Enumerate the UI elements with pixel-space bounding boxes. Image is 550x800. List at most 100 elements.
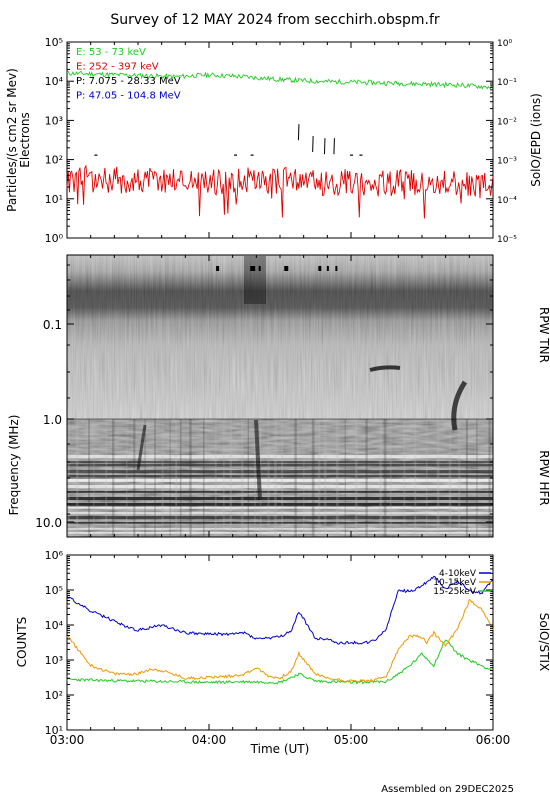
rpw-type3-burst bbox=[136, 424, 147, 471]
stix-tick-label: 10³ bbox=[45, 654, 63, 667]
stix-xlabel: Time (UT) bbox=[250, 742, 310, 756]
rpw-hfr-band bbox=[67, 516, 493, 520]
rpw-hfr-band bbox=[67, 464, 493, 467]
rpw-tnr-texture bbox=[67, 255, 493, 419]
epd-left-tick-label: 10⁵ bbox=[45, 36, 63, 49]
stix-frame bbox=[66, 554, 494, 731]
rpw-hfr-stripe bbox=[344, 419, 346, 537]
stix-x-tick-label: 06:00 bbox=[476, 733, 511, 747]
rpw-hfr-band bbox=[67, 507, 493, 509]
rpw-burst-mark bbox=[335, 266, 338, 271]
epd-left-tick-label: 10² bbox=[45, 154, 63, 167]
epd-left-axis: 10⁰ 10¹ 10² 10³ 10⁴ 10⁵ bbox=[45, 36, 494, 245]
rpw-hfr-stripe bbox=[323, 419, 327, 537]
epd-series-p7-mark bbox=[333, 138, 335, 155]
rpw-hfr-stripe bbox=[133, 419, 136, 537]
rpw-hfr-stripe bbox=[465, 419, 468, 537]
rpw-hfr-band bbox=[67, 512, 493, 515]
rpw-tick-label: 1.0 bbox=[43, 413, 62, 427]
rpw-hfr-stripe bbox=[105, 419, 108, 537]
epd-left-tick-label: 10⁴ bbox=[45, 75, 64, 88]
rpw-hfr-stripe bbox=[476, 419, 478, 537]
rpw-hfr-stripe bbox=[335, 419, 339, 537]
stix-tick-label: 10² bbox=[45, 689, 63, 702]
rpw-hfr-stripe bbox=[311, 419, 315, 537]
epd-right-tick-label: 10⁻⁴ bbox=[497, 196, 517, 206]
rpw-hfr-band bbox=[67, 491, 493, 493]
stix-tick-label: 10⁶ bbox=[45, 549, 64, 562]
epd-left-tick-label: 10³ bbox=[45, 114, 63, 127]
rpw-hfr-stripe bbox=[179, 419, 182, 537]
epd-right-tick-label: 10⁻¹ bbox=[497, 78, 517, 88]
stix-x-tick-label: 03:00 bbox=[50, 733, 85, 747]
stix-x-tick-label: 05:00 bbox=[334, 733, 369, 747]
rpw-hfr-stripe bbox=[426, 419, 428, 537]
rpw-hfr-stripe bbox=[383, 419, 387, 537]
epd-legend-entry: P: 7.075 - 28.33 MeV bbox=[76, 76, 181, 87]
epd-series-p7-mark bbox=[323, 138, 326, 155]
stix-series-15-25kev-line bbox=[66, 639, 494, 685]
rpw-burst-mark bbox=[318, 266, 322, 271]
rpw-hfr-stripe bbox=[175, 419, 178, 537]
rpw-hfr-stripe bbox=[144, 419, 146, 537]
rpw-hfr-stripe bbox=[229, 419, 233, 537]
epd-series-e53-line bbox=[66, 70, 494, 90]
rpw-hfr-stripe bbox=[247, 419, 250, 537]
rpw-hfr-stripe bbox=[254, 419, 256, 537]
rpw-hfr-stripe bbox=[365, 419, 368, 537]
rpw-hfr-stripe bbox=[274, 419, 277, 537]
rpw-hfr-stripe bbox=[126, 419, 128, 537]
rpw-hfr-stripe bbox=[214, 419, 217, 537]
rpw-tick-label: 10.0 bbox=[35, 516, 62, 530]
rpw-hfr-stripe bbox=[223, 419, 225, 537]
rpw-panel: 0.1 1.0 10.0 Frequency (MHz) RPW TNR RPW H… bbox=[7, 254, 550, 538]
rpw-hfr-stripe bbox=[303, 419, 305, 537]
rpw-ylabel: Frequency (MHz) bbox=[7, 415, 21, 516]
rpw-hfr-stripe bbox=[317, 419, 321, 537]
stix-series-4-10kev-line bbox=[66, 575, 494, 645]
rpw-hfr-band bbox=[67, 497, 493, 501]
rpw-hfr-stripe bbox=[202, 419, 205, 537]
stix-tick-label: 10⁴ bbox=[45, 619, 64, 632]
epd-series-p7-mark bbox=[312, 135, 314, 153]
epd-right-tick-label: 10⁰ bbox=[497, 39, 512, 49]
stix-plot-area bbox=[66, 575, 494, 685]
stix-panel: 10¹ 10² 10³ 10⁴ 10⁵ 10⁶ 03:00 04:00 05:00 06:00 4… bbox=[15, 549, 550, 756]
epd-series-e252-line bbox=[66, 164, 494, 219]
rpw-hfr-stripe bbox=[112, 419, 115, 537]
rpw-hfr-band bbox=[67, 479, 493, 482]
rpw-hfr-stripe bbox=[161, 419, 164, 537]
rpw-tnr-label: RPW TNR bbox=[537, 307, 550, 363]
epd-left-tick-label: 10¹ bbox=[45, 193, 63, 206]
stix-right-label: SolO/STIX bbox=[537, 613, 550, 672]
epd-plot-area bbox=[66, 70, 494, 219]
rpw-hfr-texture bbox=[67, 419, 493, 537]
rpw-hfr-stripe bbox=[189, 419, 192, 537]
rpw-hfr-stripe bbox=[354, 419, 358, 537]
rpw-hfr-band bbox=[67, 455, 493, 459]
epd-right-label: SolO/EPD (ions) bbox=[529, 93, 543, 187]
rpw-hfr-stripe bbox=[154, 419, 156, 537]
rpw-hfr-stripe bbox=[93, 419, 95, 537]
rpw-hfr-band bbox=[67, 475, 493, 478]
rpw-tick-label: 0.1 bbox=[43, 318, 62, 332]
stix-legend-entry: 4-10keV bbox=[439, 569, 477, 579]
rpw-hfr-stripe bbox=[294, 419, 297, 537]
epd-left-tick-label: 10⁰ bbox=[45, 232, 64, 245]
epd-right-axis: 10⁻⁵ 10⁻⁴ 10⁻³ 10⁻² 10⁻¹ 10⁰ bbox=[486, 39, 517, 245]
rpw-type3-burst bbox=[451, 380, 468, 431]
epd-right-tick-label: 10⁻³ bbox=[497, 157, 517, 167]
rpw-type3-burst bbox=[254, 419, 262, 501]
rpw-hfr-stripe bbox=[389, 419, 392, 537]
figure-title: Survey of 12 MAY 2024 from secchirh.obsp… bbox=[110, 12, 440, 28]
stix-tick-label: 10⁵ bbox=[45, 584, 63, 597]
rpw-hfr-stripe bbox=[436, 419, 440, 537]
rpw-burst-mark bbox=[284, 266, 289, 271]
rpw-axis: 0.1 1.0 10.0 bbox=[35, 255, 494, 537]
rpw-hfr-stripe bbox=[281, 419, 284, 537]
epd-left-label-line2: Electrons bbox=[18, 112, 32, 167]
rpw-hfr-band bbox=[67, 485, 493, 489]
epd-legend-entry: P: 47.05 - 104.8 MeV bbox=[76, 91, 181, 102]
